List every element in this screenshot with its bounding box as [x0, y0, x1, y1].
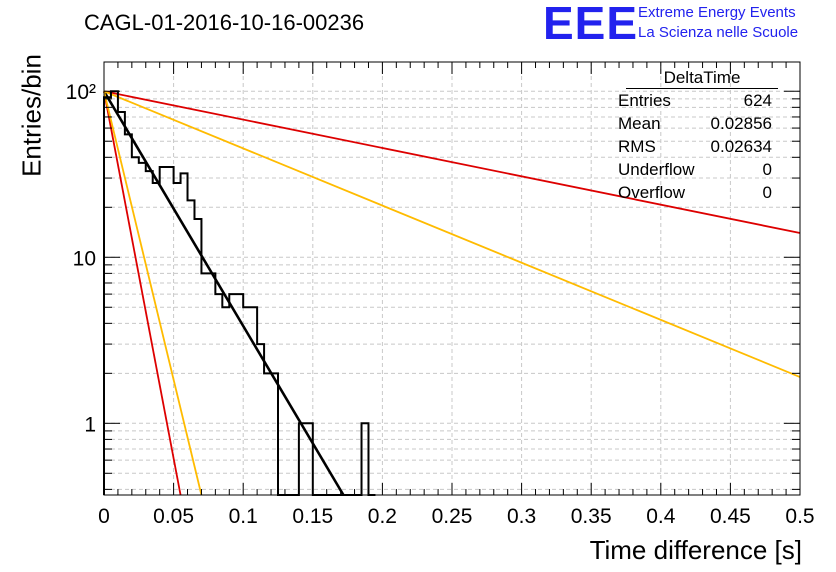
stats-value: 624 — [743, 91, 772, 110]
x-tick-label: 0.25 — [432, 505, 473, 528]
stats-value: 0 — [762, 183, 772, 202]
histogram — [103, 90, 376, 496]
chart-axes — [103, 61, 801, 496]
stats-row-rms: RMS 0.02634 — [612, 135, 772, 158]
x-tick-label: 0.2 — [368, 505, 397, 528]
series-line — [103, 91, 182, 496]
chart-title: CAGL-01-2016-10-16-00236 — [84, 10, 365, 35]
x-tick-label: 0.4 — [646, 505, 676, 528]
x-axis-label: Time difference [s] — [589, 535, 802, 565]
stats-label: Mean — [618, 114, 661, 133]
stats-row-overflow: Overflow 0 — [612, 181, 772, 204]
stats-title: DeltaTime — [626, 68, 778, 89]
series-line — [103, 91, 203, 496]
org-name: Extreme Energy Events — [638, 4, 796, 21]
series-line — [103, 90, 801, 378]
stats-value: 0 — [762, 160, 772, 179]
stats-label: Underflow — [618, 160, 695, 179]
y-tick-label: 10 — [73, 247, 96, 270]
stats-row-mean: Mean 0.02856 — [612, 112, 772, 135]
org-subtitle: La Scienza nelle Scuole — [638, 24, 799, 41]
x-tick-label: 0.5 — [785, 505, 814, 528]
x-tick-label: 0.05 — [153, 505, 194, 528]
stats-label: RMS — [618, 137, 656, 156]
x-tick-label: 0.45 — [710, 505, 751, 528]
x-tick-label: 0 — [98, 505, 110, 528]
x-tick-label: 0.35 — [571, 505, 612, 528]
x-tick-label: 0.1 — [229, 505, 258, 528]
stats-row-underflow: Underflow 0 — [612, 158, 772, 181]
tick-labels: 0 0.05 0.1 0.15 0.2 0.25 0.3 0.35 0.4 0.45 0.5 1 10 1… — [66, 81, 815, 528]
histogram-outline — [103, 90, 376, 496]
stats-label: Entries — [618, 91, 671, 110]
stats-value: 0.02634 — [710, 137, 772, 156]
stats-value: 0.02856 — [710, 114, 772, 133]
y-axis-label: Entries/bin — [16, 54, 47, 177]
y-tick-label: 10² — [66, 81, 96, 104]
eee-logo: EEE — [543, 0, 639, 49]
stats-label: Overflow — [618, 183, 686, 202]
stats-row-entries: Entries 624 — [612, 89, 772, 112]
x-tick-label: 0.15 — [292, 505, 333, 528]
chart-series — [102, 90, 801, 496]
stats-box: DeltaTime Entries 624 Mean 0.02856 RMS 0… — [612, 68, 778, 204]
fit-line — [102, 90, 345, 496]
series-line — [103, 90, 801, 234]
x-tick-label: 0.3 — [507, 505, 536, 528]
y-tick-label: 1 — [84, 413, 96, 436]
